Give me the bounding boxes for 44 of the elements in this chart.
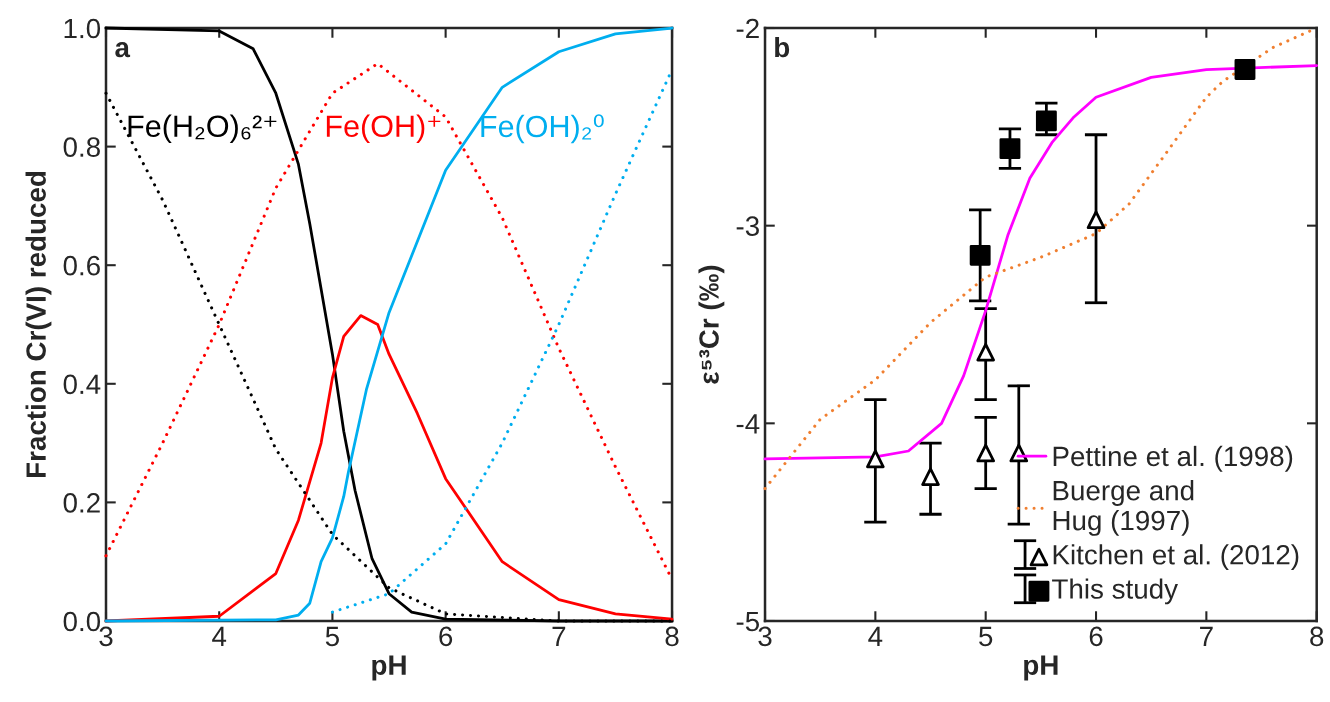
legend-label: Buerge and Hug (1997)	[1053, 480, 1194, 536]
x-tick-label: 5	[979, 626, 993, 647]
annotation: a	[115, 42, 131, 58]
point	[976, 342, 995, 362]
x-tick-label: 4	[212, 626, 227, 646]
point	[921, 467, 940, 487]
annotation: b	[775, 36, 790, 58]
series-label: Fe(H₂O)₆²⁺	[128, 114, 277, 144]
y-tick-label: -4	[736, 414, 760, 434]
x-tick-label: 5	[325, 626, 339, 647]
point	[969, 244, 991, 266]
x-tick-label: 7	[552, 626, 566, 646]
x-tick-label: 3	[99, 626, 113, 647]
x-tick-label: 6	[1089, 626, 1103, 647]
x-tick-label: 6	[439, 626, 453, 647]
y-tick-label: 0.6	[63, 255, 100, 276]
point	[976, 443, 995, 463]
point	[1086, 210, 1106, 230]
legend-label: This study	[1052, 578, 1178, 605]
x-tick-label: 3	[758, 626, 772, 647]
x-tick-label: 8	[1310, 626, 1324, 647]
y-tick-label: 0.2	[63, 493, 100, 513]
y-tick-label: 0.4	[63, 374, 101, 395]
x-axis-title: pH	[372, 655, 406, 681]
x-axis-title: pH	[1024, 655, 1058, 681]
y-tick-label: 0.8	[63, 137, 100, 157]
y-axis-title: Fraction Cr(VI) reduced	[25, 171, 52, 477]
legend-label: Kitchen et al. (2012)	[1053, 544, 1299, 571]
point	[1035, 110, 1057, 132]
y-tick-label: -2	[736, 18, 759, 39]
y-tick-label: -5	[736, 611, 759, 632]
series-label: Fe(OH)⁺	[326, 114, 441, 144]
legend-label: Pettine et al. (1998)	[1053, 445, 1293, 472]
series-label: Fe(OH)₂⁰	[481, 114, 604, 144]
point	[999, 138, 1021, 160]
x-tick-label: 7	[1200, 626, 1213, 646]
x-tick-label: 4	[868, 626, 883, 646]
x-tick-label: 8	[665, 626, 679, 647]
y-axis-title: ε⁵³Cr (‰)	[698, 265, 725, 384]
point	[866, 449, 885, 469]
y-tick-label: -3	[736, 216, 759, 237]
y-tick-label: 1.0	[64, 18, 101, 39]
point	[1234, 59, 1256, 80]
y-tick-label: 0.0	[63, 611, 101, 632]
